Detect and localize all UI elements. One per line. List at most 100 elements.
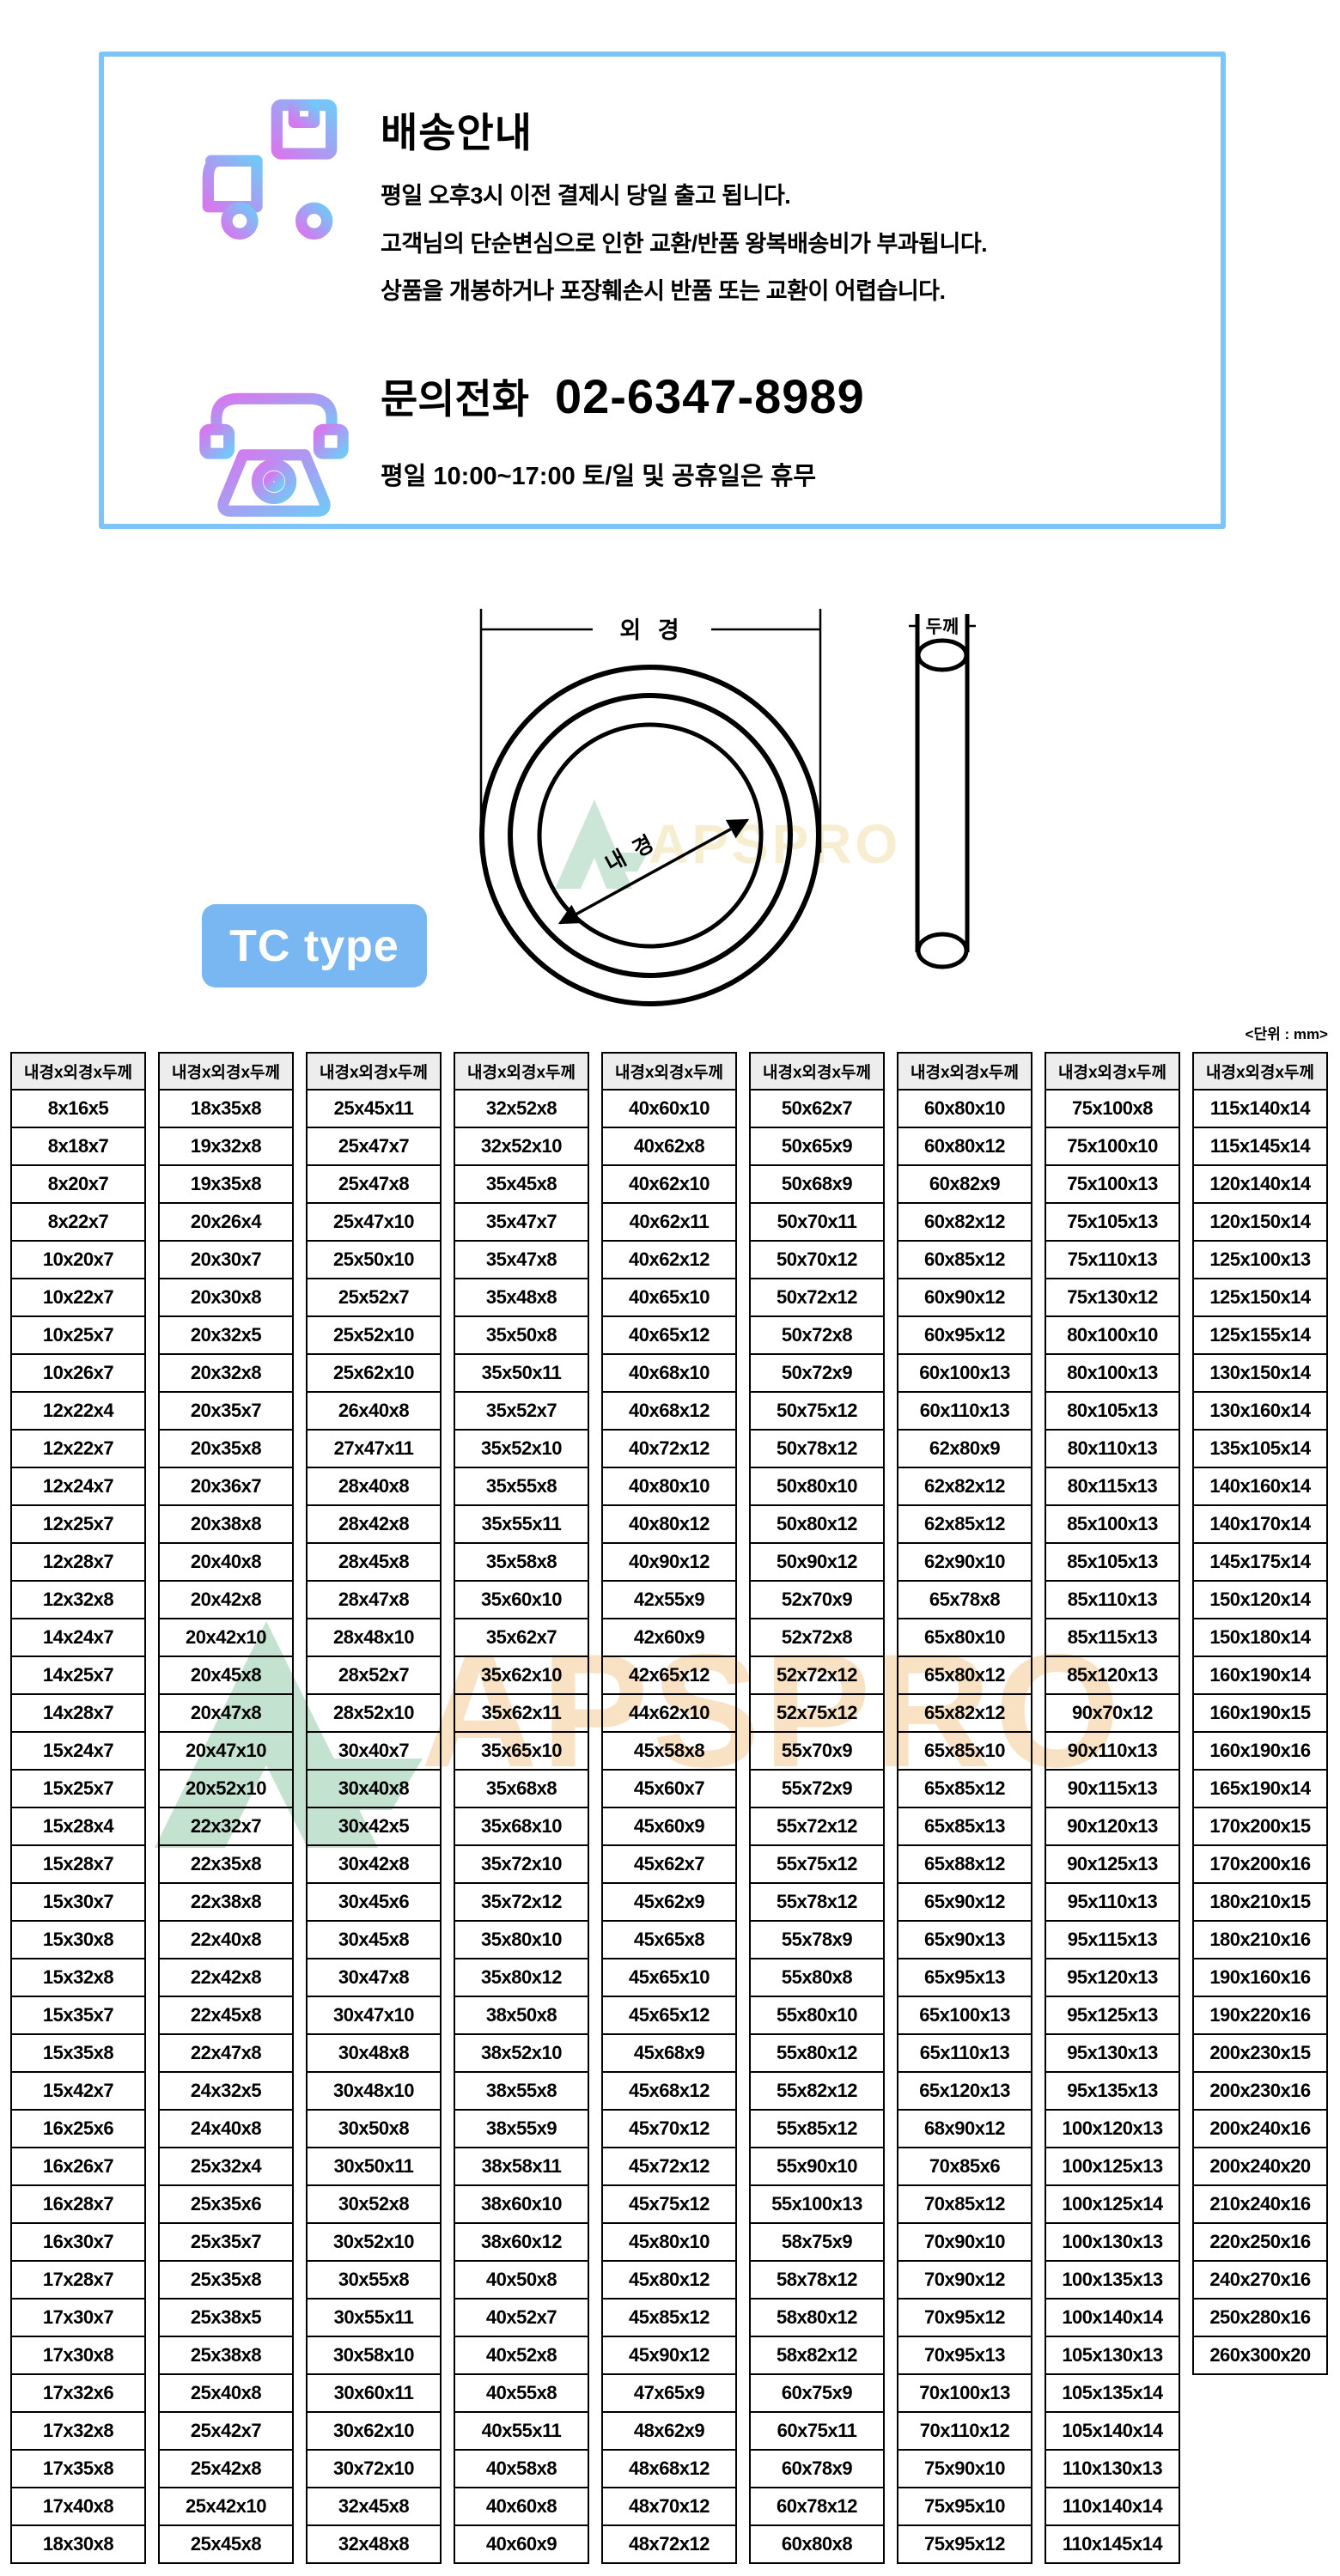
size-cell: 125x150x14 <box>1192 1279 1328 1317</box>
size-cell: 62x82x12 <box>897 1468 1032 1506</box>
size-cell: 60x75x11 <box>749 2413 885 2451</box>
size-cell: 35x65x10 <box>454 1733 589 1771</box>
size-cell: 60x110x13 <box>897 1393 1032 1431</box>
size-cell: 8x16x5 <box>10 1091 146 1128</box>
size-cell: 15x28x7 <box>10 1846 146 1884</box>
size-cell: 22x35x8 <box>158 1846 294 1884</box>
size-cell: 35x48x8 <box>454 1279 589 1317</box>
size-cell: 40x62x11 <box>601 1204 737 1242</box>
size-cell: 48x72x12 <box>601 2526 737 2564</box>
size-cell: 45x62x9 <box>601 1884 737 1922</box>
size-cell: 50x80x12 <box>749 1506 885 1544</box>
shipping-line-2: 고객님의 단순변심으로 인한 교환/반품 왕복배송비가 부과됩니다. <box>381 231 988 257</box>
size-cell: 100x140x14 <box>1045 2300 1180 2337</box>
seal-dimension-diagram: APSPRO 외 경 내 경 두께 <box>479 609 976 1006</box>
size-cell: 35x72x12 <box>454 1884 589 1922</box>
size-cell: 10x22x7 <box>10 1279 146 1317</box>
size-cell: 40x50x8 <box>454 2262 589 2300</box>
size-cell: 45x60x9 <box>601 1808 737 1846</box>
size-cell: 40x65x10 <box>601 1279 737 1317</box>
size-cell: 240x270x16 <box>1192 2262 1328 2300</box>
column-header: 내경x외경x두께 <box>454 1052 589 1091</box>
size-cell: 58x82x12 <box>749 2337 885 2375</box>
size-cell: 25x32x4 <box>158 2148 294 2186</box>
size-cell: 190x160x16 <box>1192 1959 1328 1997</box>
size-cell: 60x82x12 <box>897 1204 1032 1242</box>
size-cell: 30x50x11 <box>306 2148 442 2186</box>
size-cell: 20x52x10 <box>158 1771 294 1808</box>
size-cell: 50x78x12 <box>749 1431 885 1468</box>
size-cell: 52x72x8 <box>749 1619 885 1657</box>
size-cell: 55x80x10 <box>749 1997 885 2035</box>
size-cell: 45x68x12 <box>601 2073 737 2111</box>
size-cell: 45x60x7 <box>601 1771 737 1808</box>
size-cell: 105x135x14 <box>1045 2375 1180 2413</box>
size-cell: 70x85x6 <box>897 2148 1032 2186</box>
size-cell: 28x42x8 <box>306 1506 442 1544</box>
shipping-banner: 배송안내 평일 오후3시 이전 결제시 당일 출고 됩니다. 고객님의 단순변심… <box>99 52 1226 529</box>
size-cell: 32x52x10 <box>454 1128 589 1166</box>
table-watermark-logo <box>155 1621 423 1848</box>
size-column: 내경x외경x두께 32x52x8 32x52x10 35x45x8 35x47x7 35x… <box>454 1052 589 2564</box>
size-cell: 30x40x7 <box>306 1733 442 1771</box>
size-column: 내경x외경x두께 115x140x14 115x145x14 120x140x14 12… <box>1192 1052 1328 2375</box>
size-cell: 47x65x9 <box>601 2375 737 2413</box>
size-column: 내경x외경x두께 25x45x11 25x47x7 25x47x8 25x47x10 25… <box>306 1052 442 2564</box>
size-cell: 35x80x12 <box>454 1959 589 1997</box>
size-cell: 45x75x12 <box>601 2186 737 2224</box>
size-cell: 40x62x12 <box>601 1242 737 1279</box>
size-cell: 50x62x7 <box>749 1091 885 1128</box>
size-cell: 17x30x7 <box>10 2300 146 2337</box>
size-cell: 65x100x13 <box>897 1997 1032 2035</box>
size-cell: 30x47x10 <box>306 1997 442 2035</box>
size-cell: 19x32x8 <box>158 1128 294 1166</box>
size-cell: 25x47x10 <box>306 1204 442 1242</box>
size-cell: 30x48x10 <box>306 2073 442 2111</box>
size-cell: 45x85x12 <box>601 2300 737 2337</box>
size-cell: 50x90x12 <box>749 1544 885 1582</box>
size-cell: 40x80x10 <box>601 1468 737 1506</box>
size-cell: 58x75x9 <box>749 2224 885 2262</box>
size-cell: 50x65x9 <box>749 1128 885 1166</box>
size-cell: 15x28x4 <box>10 1808 146 1846</box>
size-cell: 15x42x7 <box>10 2073 146 2111</box>
size-cell: 95x125x13 <box>1045 1997 1180 2035</box>
size-cell: 30x55x11 <box>306 2300 442 2337</box>
column-header: 내경x외경x두께 <box>158 1052 294 1091</box>
size-cell: 40x60x8 <box>454 2488 589 2526</box>
size-cell: 20x47x8 <box>158 1695 294 1733</box>
size-cell: 75x95x12 <box>897 2526 1032 2564</box>
size-cell: 38x60x10 <box>454 2186 589 2224</box>
size-cell: 90x115x13 <box>1045 1771 1180 1808</box>
size-cell: 40x55x8 <box>454 2375 589 2413</box>
size-cell: 65x95x13 <box>897 1959 1032 1997</box>
size-cell: 100x120x13 <box>1045 2111 1180 2148</box>
size-cell: 60x100x13 <box>897 1355 1032 1393</box>
size-cell: 30x55x8 <box>306 2262 442 2300</box>
size-cell: 14x25x7 <box>10 1657 146 1695</box>
size-cell: 12x24x7 <box>10 1468 146 1506</box>
size-cell: 20x30x8 <box>158 1279 294 1317</box>
size-cell: 50x70x12 <box>749 1242 885 1279</box>
size-cell: 20x38x8 <box>158 1506 294 1544</box>
size-cell: 95x110x13 <box>1045 1884 1180 1922</box>
size-cell: 35x62x11 <box>454 1695 589 1733</box>
size-cell: 20x42x10 <box>158 1619 294 1657</box>
size-cell: 75x90x10 <box>897 2451 1032 2488</box>
size-column: 내경x외경x두께 60x80x10 60x80x12 60x82x9 60x82x12 6… <box>897 1052 1032 2564</box>
column-header: 내경x외경x두께 <box>897 1052 1032 1091</box>
size-cell: 85x110x13 <box>1045 1582 1180 1619</box>
size-cell: 40x80x12 <box>601 1506 737 1544</box>
size-cell: 25x45x11 <box>306 1091 442 1128</box>
size-cell: 60x95x12 <box>897 1317 1032 1355</box>
size-cell: 75x95x10 <box>897 2488 1032 2526</box>
size-cell: 55x80x12 <box>749 2035 885 2073</box>
outer-diameter-label: 외 경 <box>619 617 684 643</box>
size-cell: 100x125x13 <box>1045 2148 1180 2186</box>
size-cell: 22x45x8 <box>158 1997 294 2035</box>
size-cell: 8x22x7 <box>10 1204 146 1242</box>
size-cell: 24x32x5 <box>158 2073 294 2111</box>
size-cell: 105x130x13 <box>1045 2337 1180 2375</box>
size-cell: 35x47x8 <box>454 1242 589 1279</box>
size-cell: 40x52x8 <box>454 2337 589 2375</box>
